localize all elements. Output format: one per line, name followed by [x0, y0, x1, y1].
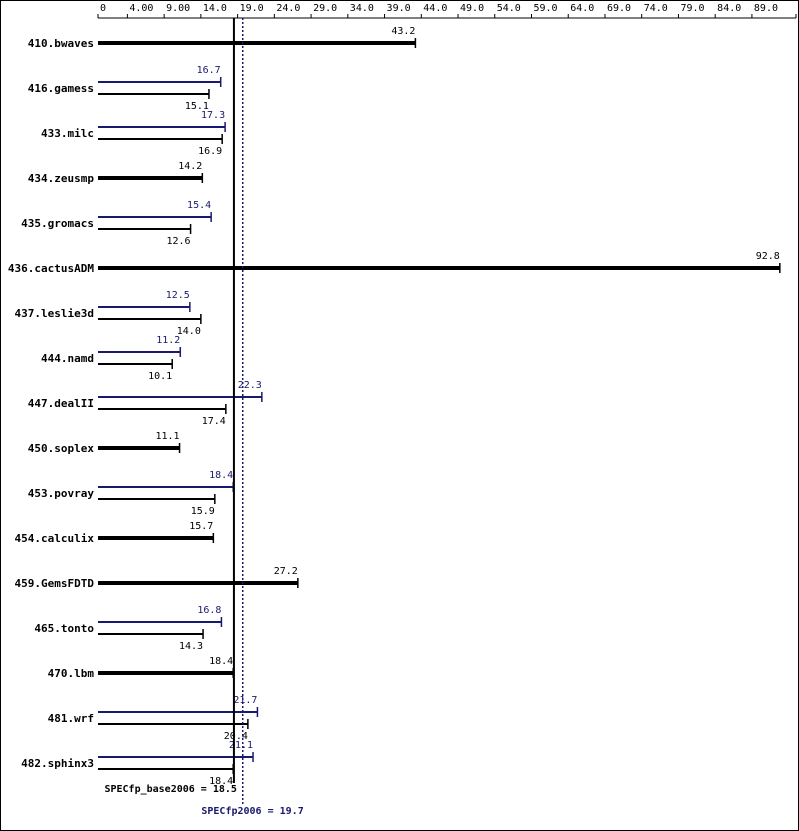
x-tick-label: 0: [100, 3, 106, 14]
bar: [98, 216, 212, 218]
x-tick-label: 29.0: [313, 3, 337, 14]
reference-label: SPECfp2006 = 19.7: [201, 806, 303, 817]
bar: [98, 486, 234, 488]
bar: [98, 408, 226, 410]
value-label: 18.4: [209, 470, 233, 481]
x-tick-label: 89.0: [754, 3, 778, 14]
x-tick-label: 9.00: [166, 3, 190, 14]
bar: [98, 363, 173, 365]
value-label: 12.6: [166, 236, 190, 247]
x-tick-label: 69.0: [607, 3, 631, 14]
category-label: 434.zeusmp: [28, 172, 95, 185]
bar: [98, 306, 190, 308]
value-label: 15.9: [191, 506, 215, 517]
x-tick-label: 39.0: [387, 3, 411, 14]
x-tick-label: 84.0: [717, 3, 741, 14]
x-tick-label: 44.0: [423, 3, 447, 14]
value-label: 15.1: [185, 101, 209, 112]
category-label: 454.calculix: [15, 532, 95, 545]
category-label: 465.tonto: [34, 622, 94, 635]
x-tick-label: 14.0: [203, 3, 227, 14]
bar: [98, 581, 298, 585]
value-label: 14.0: [177, 326, 201, 337]
x-tick-label: 34.0: [350, 3, 374, 14]
category-label: 482.sphinx3: [21, 757, 94, 770]
reference-label: SPECfp_base2006 = 18.5: [104, 784, 236, 795]
value-label: 14.3: [179, 641, 203, 652]
x-tick-label: 24.0: [276, 3, 300, 14]
category-label: 435.gromacs: [21, 217, 94, 230]
value-label: 22.3: [238, 380, 262, 391]
value-label: 12.5: [166, 290, 190, 301]
category-label: 437.leslie3d: [15, 307, 94, 320]
category-label: 410.bwaves: [28, 37, 94, 50]
bar: [98, 723, 248, 725]
bar: [98, 138, 223, 140]
category-label: 450.soplex: [28, 442, 95, 455]
bar: [98, 93, 209, 95]
bar: [98, 41, 416, 45]
category-label: 416.gamess: [28, 82, 94, 95]
category-label: 470.lbm: [48, 667, 95, 680]
category-label: 436.cactusADM: [8, 262, 94, 275]
value-label: 16.8: [197, 605, 221, 616]
category-label: 433.milc: [41, 127, 94, 140]
value-label: 11.2: [156, 335, 180, 346]
value-label: 16.7: [197, 65, 221, 76]
bar: [98, 711, 258, 713]
bar: [98, 446, 180, 450]
value-label: 15.7: [189, 521, 213, 532]
value-label: 43.2: [391, 26, 415, 37]
category-label: 444.namd: [41, 352, 94, 365]
x-tick-label: 74.0: [644, 3, 668, 14]
x-tick-label: 64.0: [570, 3, 594, 14]
bar: [98, 318, 201, 320]
value-label: 21.1: [229, 740, 253, 751]
bar: [98, 396, 262, 398]
value-label: 11.1: [155, 431, 179, 442]
x-tick-label: 54.0: [497, 3, 521, 14]
bar: [98, 351, 181, 353]
category-label: 459.GemsFDTD: [15, 577, 95, 590]
category-label: 453.povray: [28, 487, 95, 500]
bar: [98, 81, 221, 83]
bar: [98, 536, 214, 540]
value-label: 17.3: [201, 110, 225, 121]
value-label: 10.1: [148, 371, 172, 382]
x-tick-label: 4.00: [129, 3, 153, 14]
bar: [98, 671, 234, 675]
bar: [98, 228, 191, 230]
x-tick-label: 49.0: [460, 3, 484, 14]
bar: [98, 621, 222, 623]
category-label: 481.wrf: [48, 712, 94, 725]
bar: [98, 756, 254, 758]
category-label: 447.dealII: [28, 397, 94, 410]
bar: [98, 498, 215, 500]
value-label: 18.4: [209, 776, 233, 787]
value-label: 14.2: [178, 161, 202, 172]
x-tick-label: 59.0: [533, 3, 557, 14]
bar: [98, 176, 203, 180]
value-label: 16.9: [198, 146, 222, 157]
bar: [98, 768, 234, 770]
value-label: 92.8: [756, 251, 780, 262]
bar: [98, 126, 226, 128]
value-label: 17.4: [202, 416, 226, 427]
x-tick-label: 79.0: [680, 3, 704, 14]
value-label: 20.4: [224, 731, 248, 742]
x-tick-label: 19.0: [240, 3, 264, 14]
value-label: 27.2: [274, 566, 298, 577]
bar: [98, 633, 204, 635]
bar: [98, 266, 780, 270]
value-label: 21.7: [233, 695, 257, 706]
value-label: 15.4: [187, 200, 211, 211]
value-label: 18.4: [209, 656, 233, 667]
